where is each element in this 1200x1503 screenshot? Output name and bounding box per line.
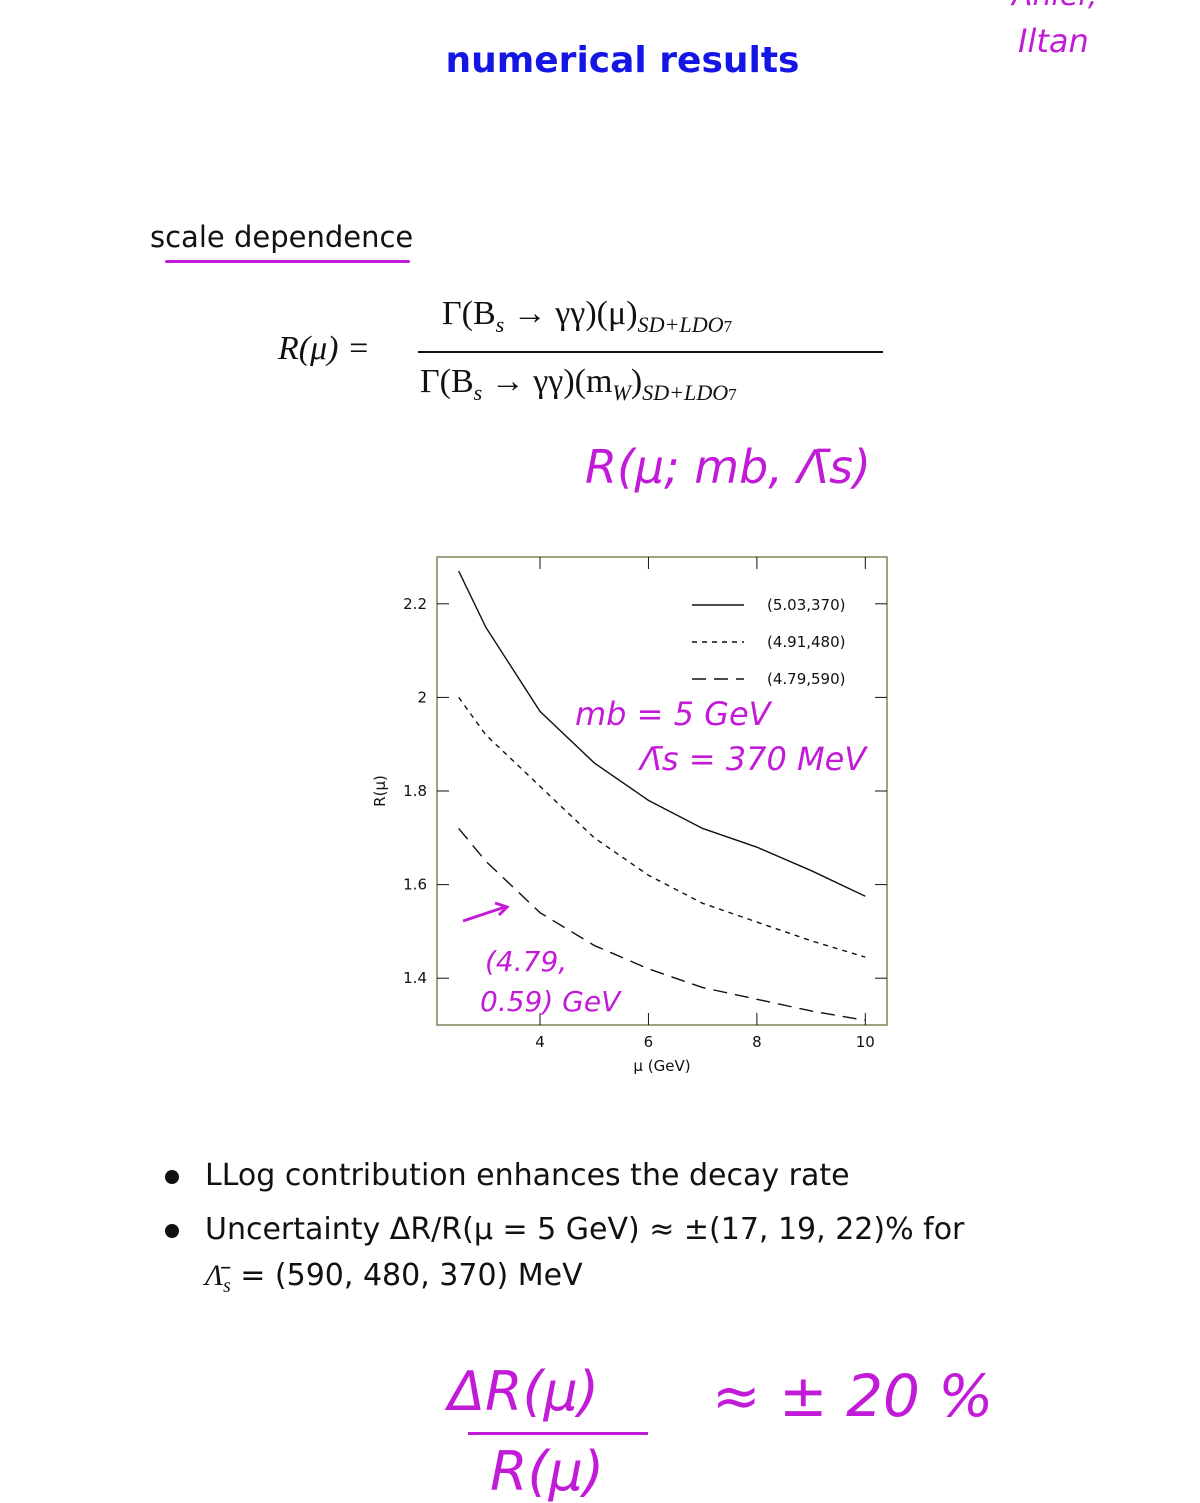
fraction-bar	[468, 1432, 648, 1435]
y-tick-label: 1.4	[403, 969, 427, 987]
bullet-text: Uncertainty ΔR/R(μ = 5 GeV) ≈ ±(17, 19, …	[205, 1212, 965, 1247]
slide-title: numerical results	[445, 40, 800, 81]
legend-label: (4.91,480)	[767, 633, 846, 651]
math: 7	[723, 316, 733, 336]
math: Λ̄	[205, 1259, 224, 1292]
math: )	[630, 363, 643, 400]
math: Γ(B	[442, 295, 496, 332]
math: Γ(B	[420, 363, 474, 400]
y-tick-label: 2	[417, 688, 427, 706]
y-tick-label: 2.2	[403, 595, 427, 613]
math: s	[495, 311, 505, 337]
math: → γγ)(μ)	[504, 295, 638, 332]
underline	[165, 260, 410, 263]
corner-note: Ahler,	[1012, 0, 1097, 13]
corner-note: Iltan	[1018, 22, 1089, 60]
legend-label: (5.03,370)	[767, 596, 846, 614]
equation-lhs: R(μ) =	[278, 330, 370, 368]
math: O	[707, 311, 724, 337]
fraction-bar	[418, 351, 883, 353]
chart-note: mb = 5 GeV	[575, 695, 771, 733]
y-axis-label: R(μ)	[371, 775, 389, 807]
math: s	[223, 1276, 231, 1297]
section-heading: scale dependence	[150, 220, 414, 254]
math: W	[612, 379, 631, 405]
bullet-text: LLog contribution enhances the decay rat…	[205, 1158, 850, 1193]
x-tick-label: 8	[752, 1033, 762, 1051]
x-axis-label: μ (GeV)	[633, 1057, 690, 1075]
chart-note: 0.59) GeV	[480, 985, 621, 1018]
chart-note: Λ̄s = 370 MeV	[640, 740, 867, 778]
series-line	[458, 570, 866, 897]
bullet-dot	[165, 1223, 179, 1238]
chart-note: (4.79,	[485, 945, 568, 978]
y-tick-label: 1.8	[403, 782, 427, 800]
bullet: Uncertainty ΔR/R(μ = 5 GeV) ≈ ±(17, 19, …	[165, 1212, 964, 1247]
handwritten-note: R(μ)	[490, 1440, 605, 1503]
x-tick-label: 6	[644, 1033, 654, 1051]
arrow	[462, 901, 510, 923]
handwritten-note: ≈ ± 20 %	[712, 1362, 994, 1430]
x-tick-label: 10	[856, 1033, 875, 1051]
handwritten-note: ΔR(μ)	[448, 1360, 599, 1423]
bullet-continuation: Λ̄s = (590, 480, 370) MeV	[205, 1258, 583, 1298]
math: → γγ)(m	[482, 363, 613, 400]
bullet-dot	[165, 1169, 179, 1184]
equation-numerator: Γ(Bs → γγ)(μ)SD+LDO7	[442, 295, 732, 338]
y-tick-label: 1.6	[403, 876, 427, 894]
equation-denominator: Γ(Bs → γγ)(mW)SD+LDO7	[420, 363, 737, 406]
x-tick-label: 4	[535, 1033, 545, 1051]
math: s	[473, 379, 483, 405]
chart: 1.4 1.6 1.8 2 2.2 4 6 8 10 μ (GeV) R(μ) (5.03,370) (…	[371, 556, 888, 1075]
math: 7	[728, 384, 737, 404]
math: O	[712, 379, 729, 405]
bullet: LLog contribution enhances the decay rat…	[165, 1158, 850, 1193]
bullet-text: = (590, 480, 370) MeV	[230, 1258, 583, 1293]
math: R(μ) =	[278, 330, 370, 367]
handwritten-note: R(μ; mb, Λ̄s)	[585, 440, 871, 494]
math: SD+LD	[642, 379, 713, 405]
math: SD+LD	[637, 311, 708, 337]
legend-label: (4.79,590)	[767, 670, 846, 688]
series-line	[458, 696, 866, 958]
series-line	[458, 827, 866, 1022]
